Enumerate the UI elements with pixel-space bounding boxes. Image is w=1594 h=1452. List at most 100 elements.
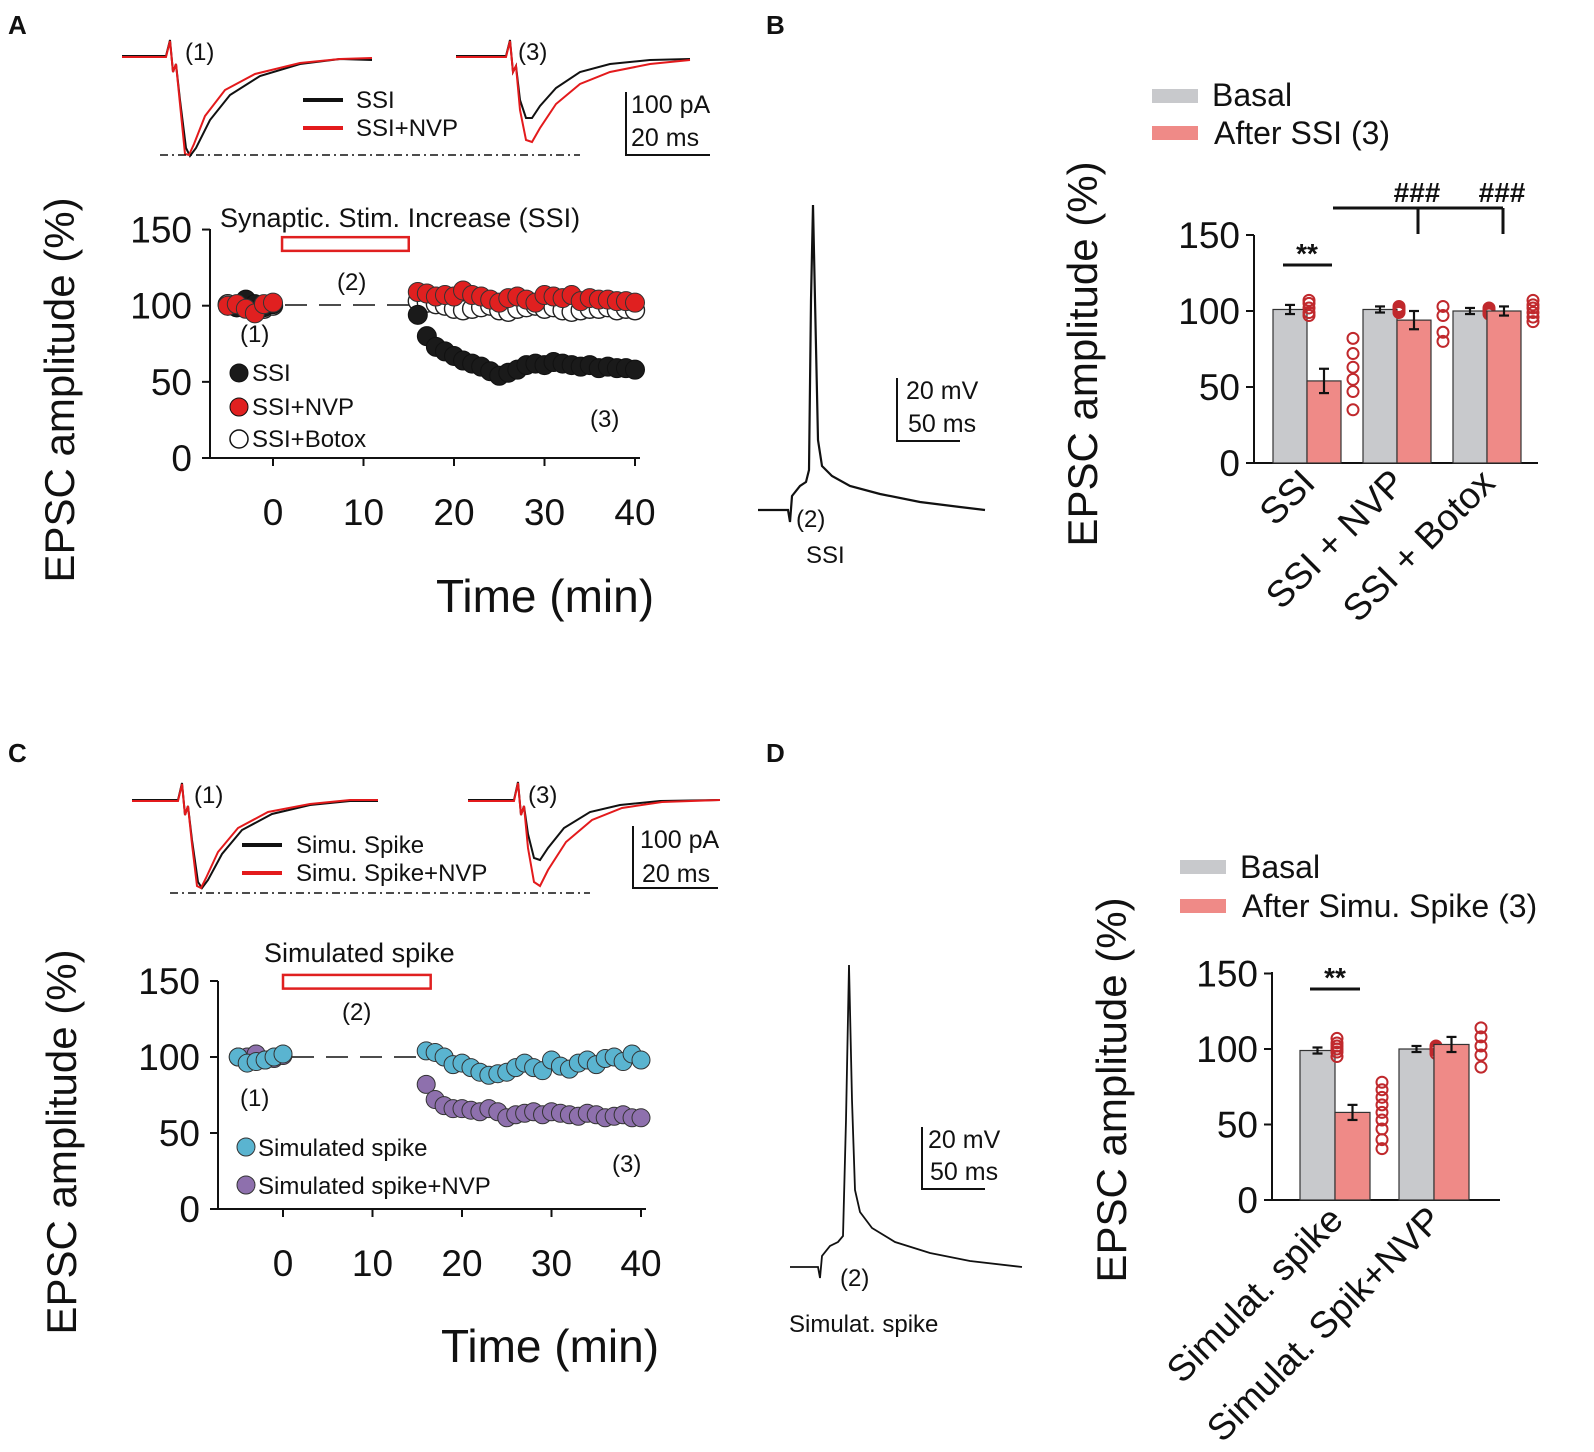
- xtick-label-c-20: 20: [441, 1243, 482, 1284]
- b-dot-1-2-0: [1526, 315, 1540, 329]
- xtick-label-a-40: 40: [614, 492, 655, 533]
- sig-d-simu: **: [1324, 962, 1346, 993]
- ytick-label-d-50: 50: [1217, 1105, 1258, 1146]
- trace-legend-a-nvp: SSI+NVP: [356, 115, 458, 142]
- scale-bar-d-voltage: 20 mV: [928, 1126, 1001, 1154]
- scale-bar-b-voltage: 20 mV: [906, 377, 979, 405]
- xtick-label-a-30: 30: [524, 492, 565, 533]
- phase-label-a-3: (3): [590, 406, 619, 433]
- a-point-1-30: [625, 292, 645, 313]
- b-dot-1-1-2: [1436, 309, 1450, 323]
- d-dot-1-1-2: [1474, 1039, 1488, 1053]
- scale-bar-d-time: 50 ms: [930, 1158, 998, 1186]
- b-xlabel-0: SSI: [1251, 462, 1322, 533]
- trace-a1-nvp: [122, 40, 373, 157]
- d-xlabel-0: Simulat. spike: [1159, 1199, 1351, 1391]
- trace-b-ap: [758, 204, 986, 523]
- ytick-label-c-50: 50: [159, 1113, 200, 1154]
- traces-c: (1) (3) Simu. Spike Simu. Spike+NVP 100 …: [132, 781, 721, 894]
- legend-d-swatch-after: [1180, 899, 1226, 913]
- c-point-0-5: [273, 1044, 293, 1064]
- b-dot-1-0-0: [1346, 403, 1360, 417]
- b-dot-1-2-2: [1526, 306, 1540, 320]
- legend-a-nvp: SSI+NVP: [252, 394, 354, 421]
- legend-c-marker-simu: [236, 1137, 256, 1157]
- phase-label-a-2: (2): [337, 269, 366, 296]
- b-dot-1-0-1: [1346, 385, 1360, 399]
- ylabel-b: EPSC amplitude (%): [1059, 161, 1106, 546]
- d-dot-1-1-3: [1474, 1030, 1488, 1044]
- d-dot-1-1-4: [1474, 1021, 1488, 1035]
- legend-a-marker-ssi: [229, 363, 249, 383]
- panel-letter-c: C: [8, 738, 27, 768]
- b-dot-1-2-5: [1526, 293, 1540, 307]
- b-dot-1-0-5: [1346, 331, 1360, 345]
- d-dot-1-0-7: [1375, 1083, 1389, 1097]
- trace-c-label-1: (1): [194, 782, 223, 809]
- scale-bar-a-time: 20 ms: [631, 124, 699, 152]
- xtick-label-c-0: 0: [273, 1243, 294, 1284]
- ylabel-d: EPSC amplitude (%): [1088, 897, 1135, 1282]
- legend-c-marker-nvp: [236, 1175, 256, 1195]
- c-point-0-30: [631, 1050, 651, 1070]
- ytick-label-d-0: 0: [1237, 1180, 1258, 1221]
- ytick-label-b-50: 50: [1199, 367, 1240, 408]
- trace-legend-c-simu: Simu. Spike: [296, 832, 424, 859]
- phase-label-c-3: (3): [612, 1151, 641, 1178]
- b-dot-1-1-1: [1436, 325, 1450, 339]
- legend-d-after: After Simu. Spike (3): [1242, 888, 1537, 924]
- trace-b-label: (2): [796, 506, 825, 533]
- trace-legend-c-nvp: Simu. Spike+NVP: [296, 860, 487, 887]
- ytick-label-a-50: 50: [151, 362, 192, 403]
- ylabel-a: EPSC amplitude (%): [36, 197, 83, 582]
- b-bar-0-1: [1362, 308, 1398, 464]
- ytick-label-c-100: 100: [138, 1037, 200, 1078]
- xtick-label-a-10: 10: [343, 492, 384, 533]
- d-dot-1-0-6: [1375, 1090, 1389, 1104]
- stim-label-a: Synaptic. Stim. Increase (SSI): [220, 203, 580, 233]
- scale-bar-c-current: 100 pA: [640, 826, 720, 854]
- stim-box-c: [281, 973, 432, 990]
- d-dot-0-0-5: [1330, 1031, 1344, 1045]
- scale-bar-a: [625, 92, 710, 156]
- trace-c1-nvp: [132, 783, 378, 890]
- legend-a-marker-botox: [229, 429, 249, 449]
- timecourse-a: 0 50 100 150 0 10 20 30 40 Synaptic. Stim. Incr…: [36, 197, 656, 622]
- xtick-label-a-20: 20: [433, 492, 474, 533]
- b-dot-1-1-0: [1436, 334, 1450, 348]
- d-dot-0-0-4: [1330, 1036, 1344, 1050]
- trace-c3-nvp: [468, 782, 721, 888]
- sig-b-nvp: ###: [1394, 177, 1441, 208]
- scale-bar-a-current: 100 pA: [631, 91, 711, 119]
- legend-d-swatch-basal: [1180, 860, 1226, 874]
- xlabel-a: Time (min): [436, 570, 654, 622]
- b-dot-0-0-4: [1302, 293, 1316, 307]
- trace-a3-nvp: [456, 40, 691, 144]
- xtick-label-c-10: 10: [352, 1243, 393, 1284]
- sig-b-ssi: **: [1296, 238, 1318, 269]
- d-dot-1-1-0: [1474, 1060, 1488, 1074]
- d-dot-1-0-3: [1375, 1113, 1389, 1127]
- legend-d-basal: Basal: [1240, 849, 1320, 885]
- d-bar-0-0: [1299, 1049, 1336, 1201]
- ytick-label-c-0: 0: [179, 1189, 200, 1230]
- xtick-label-a-0: 0: [263, 492, 284, 533]
- xtick-label-c-30: 30: [531, 1243, 572, 1284]
- trace-b: (2) SSI 20 mV 50 ms: [758, 204, 986, 569]
- b-bar-1-2: [1486, 310, 1522, 464]
- b-dot-1-2-4: [1526, 298, 1540, 312]
- d-dot-1-0-8: [1375, 1075, 1389, 1089]
- scale-bar-c: [632, 826, 718, 889]
- panel-letter-b: B: [766, 10, 785, 40]
- b-dot-1-1-3: [1436, 299, 1450, 313]
- d-bar-1-1: [1433, 1043, 1470, 1201]
- xtick-label-c-40: 40: [620, 1243, 661, 1284]
- b-bar-0-2: [1452, 310, 1488, 464]
- ytick-label-a-150: 150: [130, 210, 192, 251]
- b-dot-1-0-3: [1346, 360, 1360, 374]
- c-point-1-6: [416, 1074, 436, 1094]
- b-dot-1-0-2: [1346, 372, 1360, 386]
- legend-a-marker-nvp: [229, 397, 249, 417]
